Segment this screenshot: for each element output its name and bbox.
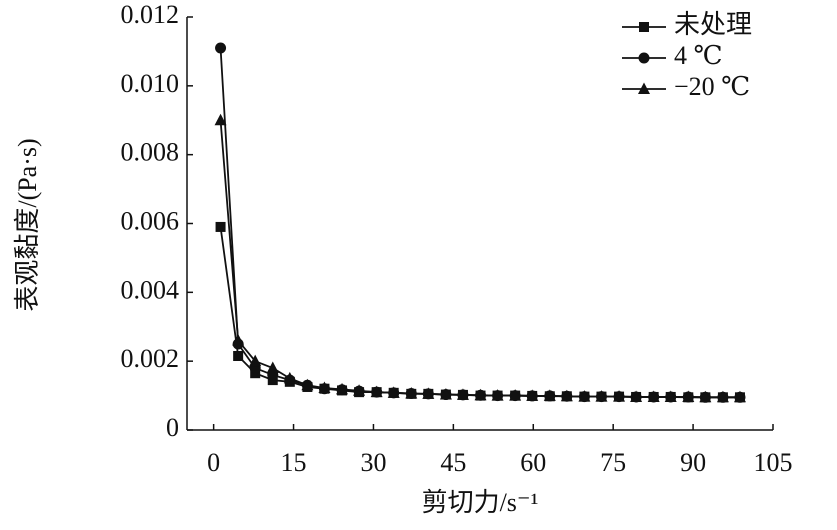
marker-triangle (353, 384, 366, 396)
marker-triangle (283, 371, 296, 384)
series-line (219, 47, 740, 399)
marker-triangle (422, 387, 435, 399)
marker-triangle (733, 390, 746, 403)
x-tick-label: 0 (207, 448, 220, 477)
y-tick-label: 0.010 (121, 69, 180, 98)
x-tick-label: 75 (600, 448, 626, 477)
x-tick-label: 60 (520, 448, 546, 477)
marker-triangle (578, 390, 591, 402)
marker-triangle (232, 334, 245, 346)
marker-circle (215, 42, 227, 54)
x-tick-label: 30 (360, 448, 386, 477)
x-axis-label: 剪切力/s⁻¹ (422, 488, 539, 517)
marker-triangle (638, 82, 650, 94)
marker-triangle (318, 381, 331, 394)
marker-triangle (439, 388, 452, 400)
marker-triangle (405, 387, 418, 399)
y-tick-label: 0 (166, 413, 179, 442)
marker-triangle (613, 390, 626, 402)
marker-triangle (249, 354, 262, 367)
legend-label: 未处理 (674, 10, 752, 39)
legend-label: 4 ℃ (674, 41, 723, 70)
marker-triangle (630, 390, 643, 402)
marker-triangle (595, 390, 608, 402)
marker-square (639, 22, 649, 32)
marker-circle (638, 52, 650, 64)
marker-triangle (491, 389, 504, 401)
x-tick-label: 90 (680, 448, 706, 477)
marker-square (215, 221, 226, 232)
marker-triangle (214, 113, 227, 126)
marker-triangle (647, 390, 660, 402)
marker-triangle (336, 382, 349, 395)
x-tick-label: 105 (754, 448, 793, 477)
marker-triangle (474, 388, 487, 401)
marker-triangle (682, 390, 695, 402)
x-tick-label: 15 (281, 448, 307, 477)
y-tick-label: 0.004 (121, 275, 180, 304)
marker-triangle (456, 388, 469, 400)
y-tick-label: 0.006 (121, 206, 180, 235)
marker-triangle (266, 361, 279, 374)
marker-triangle (560, 389, 573, 402)
marker-square (233, 351, 244, 362)
legend-label: −20 ℃ (674, 72, 750, 101)
marker-triangle (387, 386, 400, 398)
marker-triangle (301, 378, 314, 391)
marker-triangle (716, 390, 729, 403)
marker-triangle (543, 389, 556, 401)
y-axis-label: 表观黏度/(Pa·s) (13, 138, 42, 311)
marker-triangle (699, 390, 712, 403)
marker-triangle (370, 385, 383, 398)
marker-triangle (526, 389, 539, 401)
y-tick-label: 0.012 (121, 0, 180, 29)
series-line (219, 226, 740, 399)
series-line (219, 120, 740, 399)
x-tick-label: 45 (440, 448, 466, 477)
marker-triangle (509, 389, 522, 401)
y-tick-label: 0.008 (121, 138, 180, 167)
marker-triangle (664, 390, 677, 402)
y-tick-label: 0.002 (121, 344, 180, 373)
